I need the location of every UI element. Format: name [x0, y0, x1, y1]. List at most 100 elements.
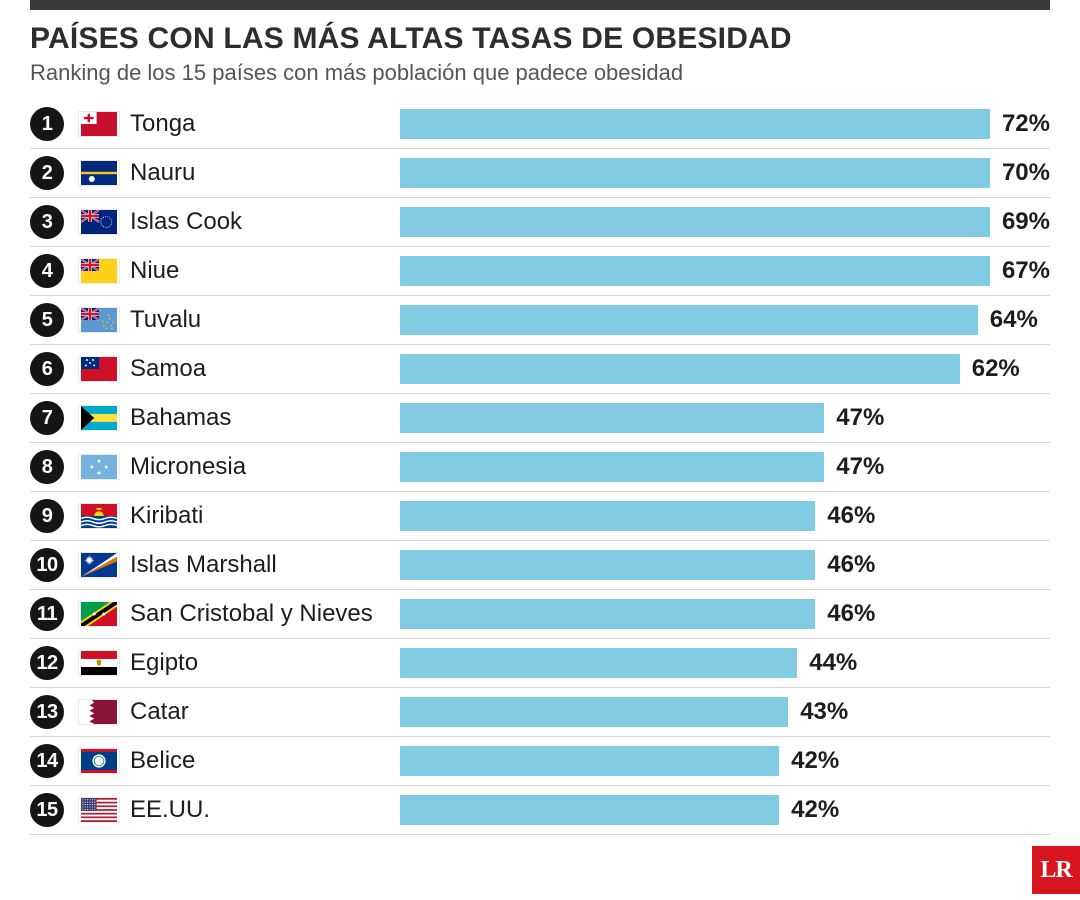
- bar: [400, 207, 990, 237]
- table-row: 5 Tuvalu 64%: [30, 296, 1050, 345]
- table-row: 4Niue67%: [30, 247, 1050, 296]
- bar-area: 46%: [400, 492, 1050, 540]
- chart-container: PAÍSES CON LAS MÁS ALTAS TASAS DE OBESID…: [0, 0, 1080, 835]
- flag-icon: [78, 405, 120, 431]
- rank-badge: 2: [30, 156, 64, 190]
- rank-badge: 11: [30, 597, 64, 631]
- rank-badge: 7: [30, 401, 64, 435]
- flag-icon: [78, 111, 120, 137]
- rank-badge: 9: [30, 499, 64, 533]
- table-row: 11 San Cristobal y Nieves 46%: [30, 590, 1050, 639]
- rank-badge: 13: [30, 695, 64, 729]
- flag-icon: [78, 209, 120, 235]
- source-logo: LR: [1032, 846, 1080, 894]
- bar: [400, 501, 815, 531]
- value-label: 46%: [827, 502, 875, 530]
- source-logo-text: LR: [1040, 857, 1071, 884]
- header: PAÍSES CON LAS MÁS ALTAS TASAS DE OBESID…: [0, 22, 1080, 100]
- country-label: Kiribati: [130, 502, 400, 530]
- value-label: 43%: [800, 698, 848, 726]
- flag-icon: [78, 356, 120, 382]
- rank-badge: 3: [30, 205, 64, 239]
- table-row: 8 Micronesia 47%: [30, 443, 1050, 492]
- bar: [400, 452, 824, 482]
- flag-icon: [78, 160, 120, 186]
- bar-area: 42%: [400, 737, 1050, 785]
- table-row: 6Samoa62%: [30, 345, 1050, 394]
- bar: [400, 550, 815, 580]
- bar-area: 69%: [400, 198, 1050, 246]
- rank-badge: 4: [30, 254, 64, 288]
- value-label: 69%: [1002, 208, 1050, 236]
- country-label: San Cristobal y Nieves: [130, 600, 400, 628]
- flag-icon: [78, 699, 120, 725]
- table-row: 15 EE.UU. 42%: [30, 786, 1050, 835]
- country-label: EE.UU.: [130, 796, 400, 824]
- flag-icon: [78, 307, 120, 333]
- table-row: 12 Egipto 44%: [30, 639, 1050, 688]
- rank-badge: 15: [30, 793, 64, 827]
- bar-area: 72%: [400, 100, 1050, 148]
- bar: [400, 599, 815, 629]
- value-label: 42%: [791, 796, 839, 824]
- bar-area: 47%: [400, 394, 1050, 442]
- bar-area: 46%: [400, 541, 1050, 589]
- table-row: 3 Islas Cook 69%: [30, 198, 1050, 247]
- bar-area: 43%: [400, 688, 1050, 736]
- rank-badge: 10: [30, 548, 64, 582]
- value-label: 46%: [827, 600, 875, 628]
- table-row: 13 Catar 43%: [30, 688, 1050, 737]
- bar: [400, 746, 779, 776]
- bar: [400, 305, 978, 335]
- bar-area: 62%: [400, 345, 1050, 393]
- country-label: Samoa: [130, 355, 400, 383]
- chart-title: PAÍSES CON LAS MÁS ALTAS TASAS DE OBESID…: [30, 22, 1050, 56]
- bar-area: 46%: [400, 590, 1050, 638]
- table-row: 10 Islas Marshall 46%: [30, 541, 1050, 590]
- bar: [400, 354, 960, 384]
- value-label: 67%: [1002, 257, 1050, 285]
- value-label: 46%: [827, 551, 875, 579]
- bar: [400, 403, 824, 433]
- value-label: 70%: [1002, 159, 1050, 187]
- country-label: Tuvalu: [130, 306, 400, 334]
- value-label: 64%: [990, 306, 1038, 334]
- country-label: Islas Cook: [130, 208, 400, 236]
- flag-icon: [78, 748, 120, 774]
- flag-icon: [78, 650, 120, 676]
- rank-badge: 1: [30, 107, 64, 141]
- bar: [400, 109, 990, 139]
- flag-icon: [78, 258, 120, 284]
- value-label: 44%: [809, 649, 857, 677]
- rank-badge: 12: [30, 646, 64, 680]
- flag-icon: [78, 601, 120, 627]
- value-label: 72%: [1002, 110, 1050, 138]
- table-row: 2Nauru70%: [30, 149, 1050, 198]
- rank-badge: 14: [30, 744, 64, 778]
- bar-area: 47%: [400, 443, 1050, 491]
- rank-badge: 8: [30, 450, 64, 484]
- value-label: 47%: [836, 453, 884, 481]
- value-label: 42%: [791, 747, 839, 775]
- country-label: Islas Marshall: [130, 551, 400, 579]
- bar: [400, 158, 990, 188]
- rank-badge: 5: [30, 303, 64, 337]
- country-label: Tonga: [130, 110, 400, 138]
- bar-area: 64%: [400, 296, 1050, 344]
- flag-icon: [78, 454, 120, 480]
- country-label: Catar: [130, 698, 400, 726]
- bar: [400, 795, 779, 825]
- chart-subtitle: Ranking de los 15 países con más poblaci…: [30, 60, 1050, 86]
- flag-icon: [78, 797, 120, 823]
- value-label: 47%: [836, 404, 884, 432]
- table-row: 9 Kiribati 46%: [30, 492, 1050, 541]
- country-label: Egipto: [130, 649, 400, 677]
- bar-area: 70%: [400, 149, 1050, 197]
- bar: [400, 256, 990, 286]
- country-label: Micronesia: [130, 453, 400, 481]
- bar-area: 67%: [400, 247, 1050, 295]
- table-row: 14Belice42%: [30, 737, 1050, 786]
- flag-icon: [78, 552, 120, 578]
- country-label: Bahamas: [130, 404, 400, 432]
- flag-icon: [78, 503, 120, 529]
